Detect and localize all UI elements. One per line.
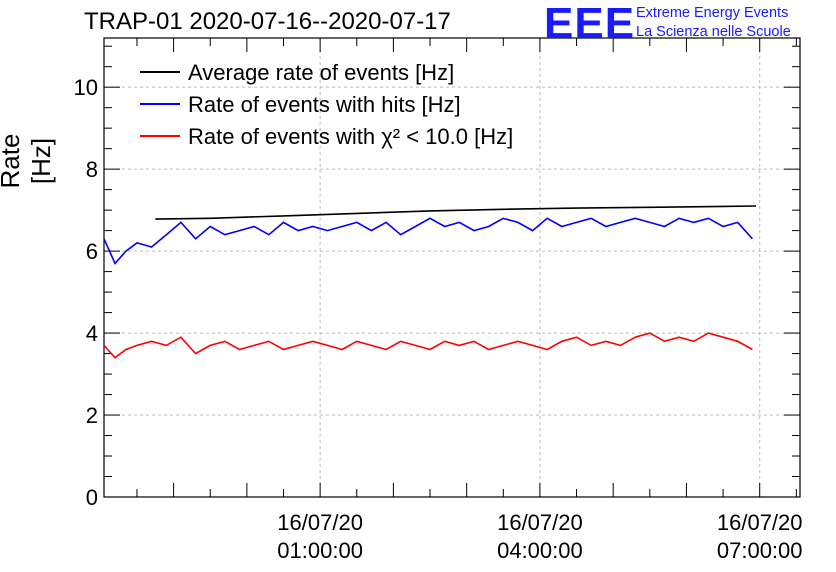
- series-line-3: [103, 332, 753, 359]
- logo-line-2: La Scienza nelle Scuole: [636, 24, 791, 40]
- plot-frame: [103, 37, 801, 498]
- y-tick-label: 8: [86, 157, 98, 182]
- y-tick-label: 4: [86, 321, 98, 346]
- y-tick-label: 2: [86, 403, 98, 428]
- eee-logo-text: Extreme Energy Events La Scienza nelle S…: [636, 4, 791, 42]
- x-tick-label-date: 16/07/20: [717, 510, 803, 535]
- legend-label-3: Rate of events with χ² < 10.0 [Hz]: [188, 124, 513, 149]
- chart-title: TRAP-01 2020-07-16--2020-07-17: [84, 8, 451, 35]
- y-axis-label: Rate [Hz]: [0, 133, 56, 189]
- y-tick-label: 6: [86, 239, 98, 264]
- y-tick-label: 0: [86, 485, 98, 510]
- x-tick-label-time: 04:00:00: [497, 538, 583, 563]
- y-tick-label: 10: [74, 75, 98, 100]
- series-line-1: [155, 205, 757, 220]
- legend-label-2: Rate of events with hits [Hz]: [188, 92, 461, 117]
- x-tick-label-time: 01:00:00: [277, 538, 363, 563]
- x-tick-label-date: 16/07/20: [277, 510, 363, 535]
- legend-label-1: Average rate of events [Hz]: [188, 60, 454, 85]
- x-tick-label-time: 07:00:00: [717, 538, 803, 563]
- logo-line-1: Extreme Energy Events: [636, 5, 789, 21]
- x-tick-label-date: 16/07/20: [497, 510, 583, 535]
- eee-logo: EEE: [544, 0, 636, 48]
- series-line-2: [103, 217, 753, 265]
